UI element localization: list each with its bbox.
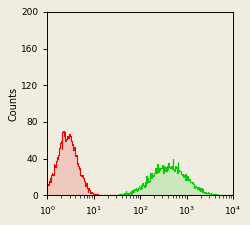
Y-axis label: Counts: Counts <box>8 86 18 121</box>
